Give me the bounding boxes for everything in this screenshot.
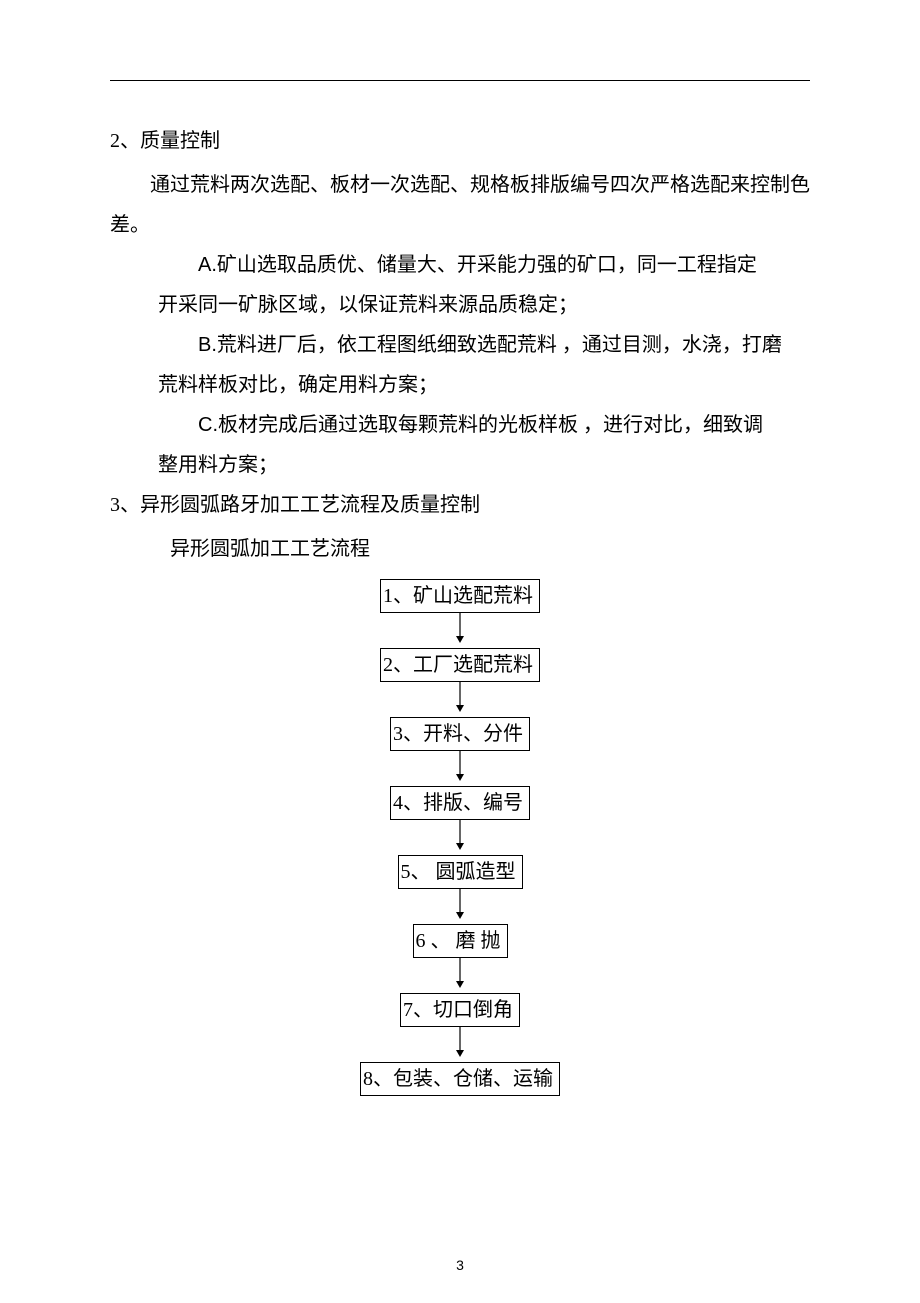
page: 2、质量控制 通过荒料两次选配、板材一次选配、规格板排版编号四次严格选配来控制色… <box>0 0 920 1303</box>
list-c-text1: 板材完成后通过选取每颗荒料的光板样板 ，进行对比，细致调 <box>218 414 763 436</box>
section-3-heading: 3、异形圆弧路牙加工工艺流程及质量控制 <box>110 485 810 525</box>
flow-arrow-5 <box>454 889 466 924</box>
flow-node-1: 1、矿山选配荒料 <box>380 579 540 613</box>
flow-node-8: 8、包装、仓储、运输 <box>360 1062 560 1096</box>
flow-arrow-1 <box>454 613 466 648</box>
flow-arrow-7 <box>454 1027 466 1062</box>
flow-node-7: 7、切口倒角 <box>400 993 520 1027</box>
list-item-a-line2: 开采同一矿脉区域，以保证荒料来源品质稳定； <box>158 285 810 325</box>
section-3-subtitle: 异形圆弧加工工艺流程 <box>110 529 810 569</box>
list-a-text1: 矿山选取品质优、储量大、开采能力强的矿口，同一工程指定 <box>217 254 757 276</box>
flow-node-5: 5、 圆弧造型 <box>398 855 523 889</box>
flow-arrow-6 <box>454 958 466 993</box>
flow-node-2: 2、工厂选配荒料 <box>380 648 540 682</box>
section-2-heading: 2、质量控制 <box>110 121 810 161</box>
list-label-b: B. <box>198 334 217 356</box>
list-label-a: A. <box>198 254 217 276</box>
flow-arrow-2 <box>454 682 466 717</box>
flow-node-6: 6 、 磨 抛 <box>413 924 508 958</box>
list-item-b-line1: B.荒料进厂后，依工程图纸细致选配荒料 ，通过目测，水浇，打磨 <box>158 325 810 365</box>
section-2-heading-text: 2、质量控制 <box>110 130 220 152</box>
flow-arrow-3 <box>454 751 466 786</box>
flow-node-4: 4、排版、编号 <box>390 786 530 820</box>
top-horizontal-rule <box>110 80 810 81</box>
list-item-c-line2: 整用料方案； <box>158 445 810 485</box>
section-2-list: A.矿山选取品质优、储量大、开采能力强的矿口，同一工程指定 开采同一矿脉区域，以… <box>158 245 810 485</box>
flowchart: 1、矿山选配荒料 2、工厂选配荒料 3、开料、分件 4、排版、编号 5、 圆弧造型 6 … <box>110 579 810 1096</box>
list-b-text1: 荒料进厂后，依工程图纸细致选配荒料 ，通过目测，水浇，打磨 <box>217 334 782 356</box>
list-label-c: C. <box>198 414 218 436</box>
list-item-c-line1: C.板材完成后通过选取每颗荒料的光板样板 ，进行对比，细致调 <box>158 405 810 445</box>
flow-arrow-4 <box>454 820 466 855</box>
flow-node-3: 3、开料、分件 <box>390 717 530 751</box>
list-item-a-line1: A.矿山选取品质优、储量大、开采能力强的矿口，同一工程指定 <box>158 245 810 285</box>
list-item-b-line2: 荒料样板对比，确定用料方案； <box>158 365 810 405</box>
page-number: 3 <box>0 1257 920 1273</box>
section-3-heading-text: 3、异形圆弧路牙加工工艺流程及质量控制 <box>110 494 480 516</box>
section-2-paragraph: 通过荒料两次选配、板材一次选配、规格板排版编号四次严格选配来控制色差。 <box>110 165 810 245</box>
